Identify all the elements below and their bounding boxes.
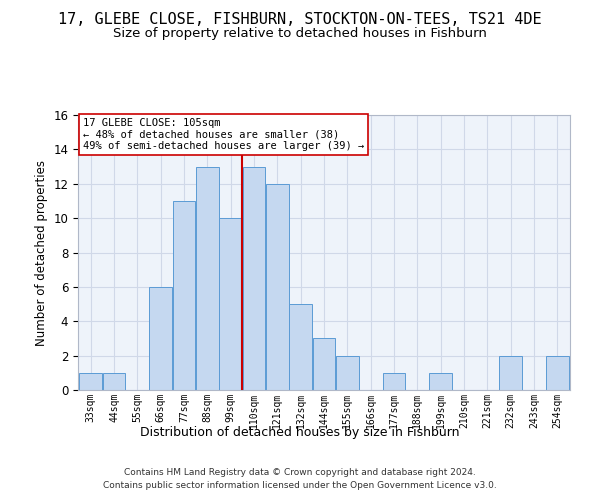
Bar [429,373,452,390]
Text: 17 GLEBE CLOSE: 105sqm
← 48% of detached houses are smaller (38)
49% of semi-det: 17 GLEBE CLOSE: 105sqm ← 48% of detached… [83,118,364,151]
Text: Size of property relative to detached houses in Fishburn: Size of property relative to detached ho… [113,28,487,40]
Text: Contains public sector information licensed under the Open Government Licence v3: Contains public sector information licen… [103,482,497,490]
Bar [242,166,265,390]
Bar [79,373,102,390]
Bar [336,356,359,390]
Bar [266,184,289,390]
Text: Contains HM Land Registry data © Crown copyright and database right 2024.: Contains HM Land Registry data © Crown c… [124,468,476,477]
Bar [220,218,242,390]
Text: 17, GLEBE CLOSE, FISHBURN, STOCKTON-ON-TEES, TS21 4DE: 17, GLEBE CLOSE, FISHBURN, STOCKTON-ON-T… [58,12,542,28]
Bar [546,356,569,390]
Bar [499,356,522,390]
Bar [289,304,312,390]
Text: Distribution of detached houses by size in Fishburn: Distribution of detached houses by size … [140,426,460,439]
Bar [383,373,406,390]
Bar [149,287,172,390]
Bar [196,166,219,390]
Y-axis label: Number of detached properties: Number of detached properties [35,160,48,346]
Bar [103,373,125,390]
Bar [173,201,196,390]
Bar [313,338,335,390]
